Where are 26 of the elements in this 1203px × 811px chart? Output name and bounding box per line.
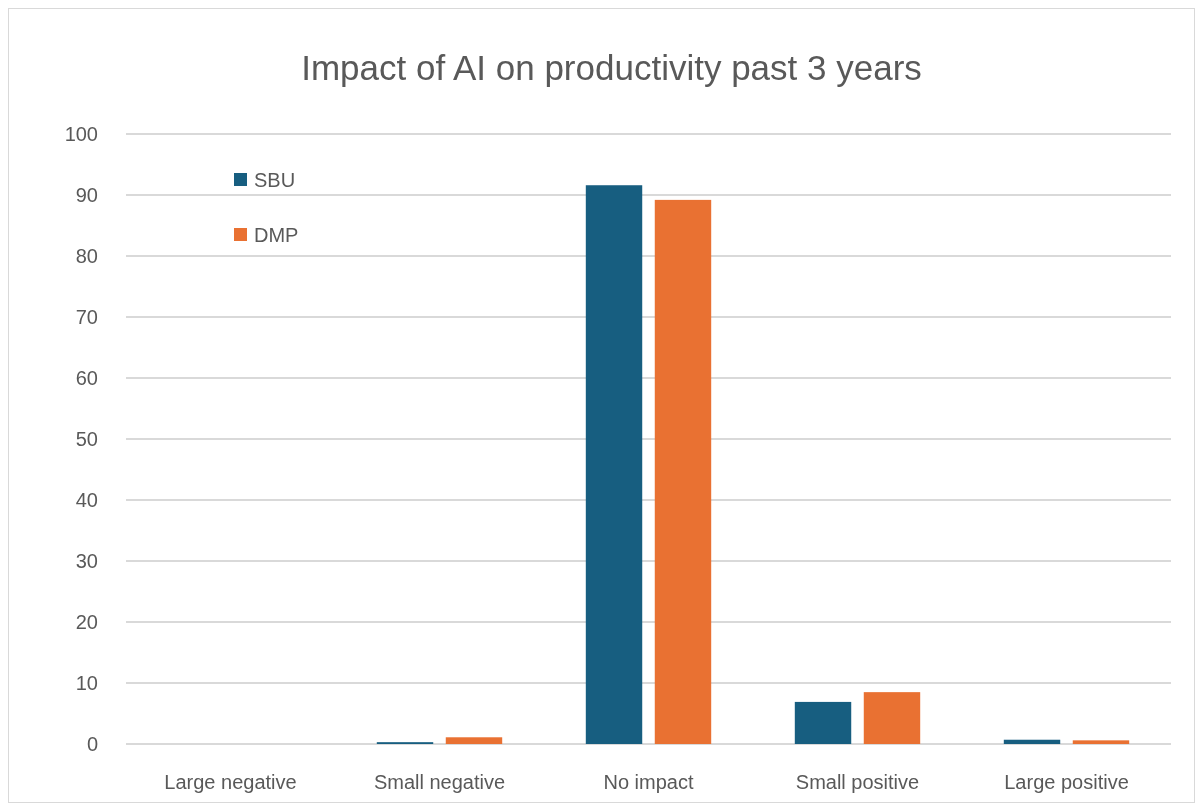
x-tick-label: Large positive [1004, 771, 1129, 793]
y-tick-label: 80 [75, 245, 98, 267]
bar [585, 185, 643, 744]
x-tick-label: Small positive [795, 771, 920, 793]
x-tick-label: Small negative [373, 771, 506, 793]
y-tick-label: 20 [75, 611, 98, 633]
x-tick-label: Large negative [164, 771, 297, 793]
legend-label: SBU [254, 169, 296, 191]
legend-label: DMP [254, 224, 299, 246]
bar [654, 199, 712, 744]
bar [1072, 740, 1130, 744]
bar [1003, 739, 1061, 744]
y-tick-label: 50 [75, 428, 98, 450]
y-tick-label: 10 [75, 672, 98, 694]
x-tick-label: No impact [603, 771, 694, 793]
y-tick-label: 0 [86, 733, 98, 755]
bar [794, 701, 852, 744]
y-tick-label: 60 [75, 367, 98, 389]
y-tick-label: 90 [75, 184, 98, 206]
bar [863, 692, 921, 744]
chart-title: Impact of AI on productivity past 3 years [301, 48, 922, 87]
y-tick-label: 40 [75, 489, 98, 511]
y-tick-label: 30 [75, 550, 98, 572]
y-tick-label: 70 [75, 306, 98, 328]
bar [445, 737, 503, 744]
y-tick-label: 100 [64, 123, 98, 145]
